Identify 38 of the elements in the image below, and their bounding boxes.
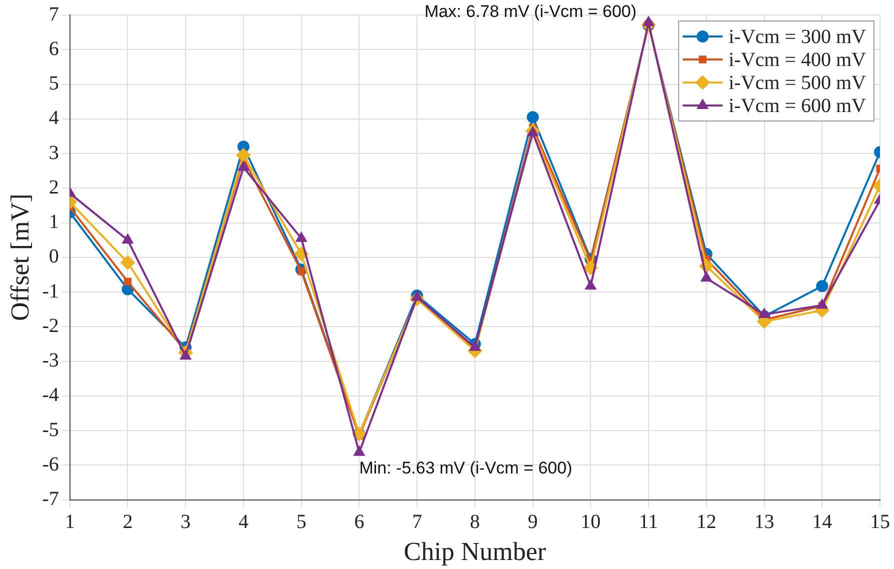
x-tick-label: 13 [754, 511, 774, 534]
x-tick-label: 12 [696, 511, 716, 534]
legend-label: i-Vcm = 400 mV [728, 48, 867, 71]
x-tick-label: 14 [812, 511, 832, 534]
y-tick-label: 4 [48, 107, 59, 130]
y-tick-label: -4 [42, 384, 59, 406]
y-tick-label: -1 [42, 280, 59, 302]
x-axis-title: Chip Number [404, 537, 546, 566]
y-tick-label: 6 [48, 38, 59, 60]
y-tick-label: 0 [48, 246, 59, 268]
legend-label: i-Vcm = 300 mV [728, 26, 867, 48]
y-tick-label: 3 [48, 142, 59, 164]
y-axis-title: Offset [mV] [5, 194, 34, 322]
y-tick-label: 1 [48, 211, 59, 234]
annotation: Max: 6.78 mV (i-Vcm = 600) [424, 2, 637, 21]
x-tick-label: 3 [180, 511, 191, 534]
legend-label: i-Vcm = 500 mV [728, 72, 867, 94]
y-tick-label: 7 [48, 3, 59, 26]
x-tick-label: 1 [64, 511, 75, 534]
y-tick-label: -5 [42, 418, 59, 441]
y-tick-label: 2 [48, 176, 59, 198]
y-tick-label: -2 [42, 314, 59, 337]
x-tick-label: 9 [528, 511, 538, 534]
x-tick-label: 6 [354, 511, 364, 534]
x-tick-label: 10 [580, 511, 601, 534]
x-tick-label: 7 [412, 511, 422, 534]
x-tick-label: 8 [470, 511, 480, 534]
x-tick-label: 4 [238, 511, 248, 534]
x-tick-label: 11 [638, 511, 658, 534]
y-tick-label: -7 [42, 488, 59, 510]
y-tick-label: -3 [42, 350, 59, 372]
y-tick-label: -6 [42, 453, 59, 476]
annotation: Min: -5.63 mV (i-Vcm = 600) [359, 458, 572, 478]
y-tick-label: 5 [48, 72, 59, 95]
x-tick-label: 15 [870, 511, 890, 534]
x-tick-label: 5 [296, 511, 306, 534]
legend-label: i-Vcm = 600 mV [728, 94, 867, 117]
x-tick-label: 2 [122, 511, 133, 534]
